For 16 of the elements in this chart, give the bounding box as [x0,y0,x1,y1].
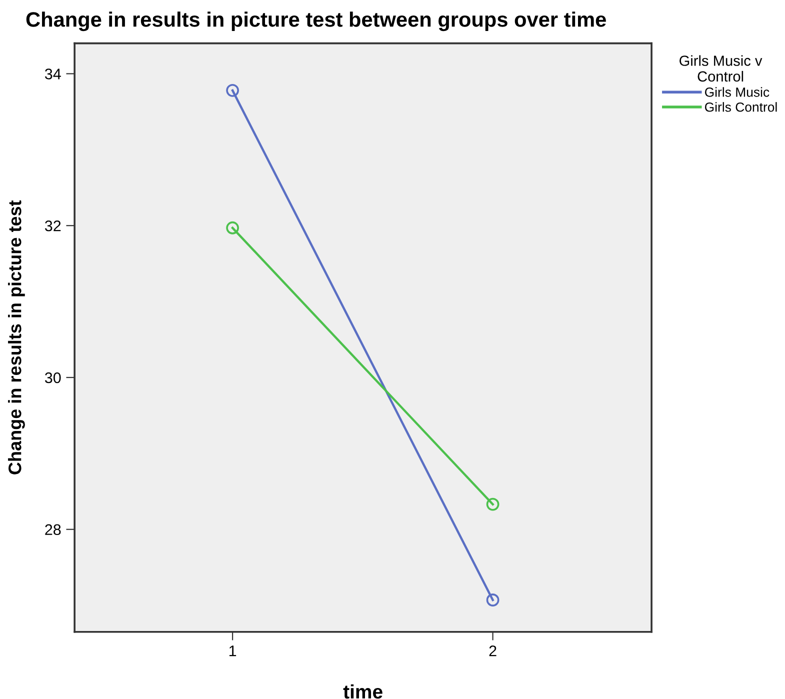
legend-label: Girls Control [704,102,777,112]
x-tick-label: 1 [229,646,236,656]
y-axis-title: Change in results in picture test [8,200,25,474]
point [226,84,240,97]
y-tick-label: 28 [45,524,61,536]
legend-label: Girls Music [704,87,770,97]
y-tick-label: 30 [44,372,61,384]
y-tick-label: 34 [44,68,61,80]
x-axis-title: time [343,684,382,699]
y-tick-label: 32 [44,220,61,232]
point [226,221,240,234]
point [486,594,500,606]
x-tick-label: 2 [489,645,496,656]
chart-title: Change in results in picture test between groups over time [26,12,606,32]
point [486,498,500,511]
legend-title: Girls Music v Control [680,55,762,82]
